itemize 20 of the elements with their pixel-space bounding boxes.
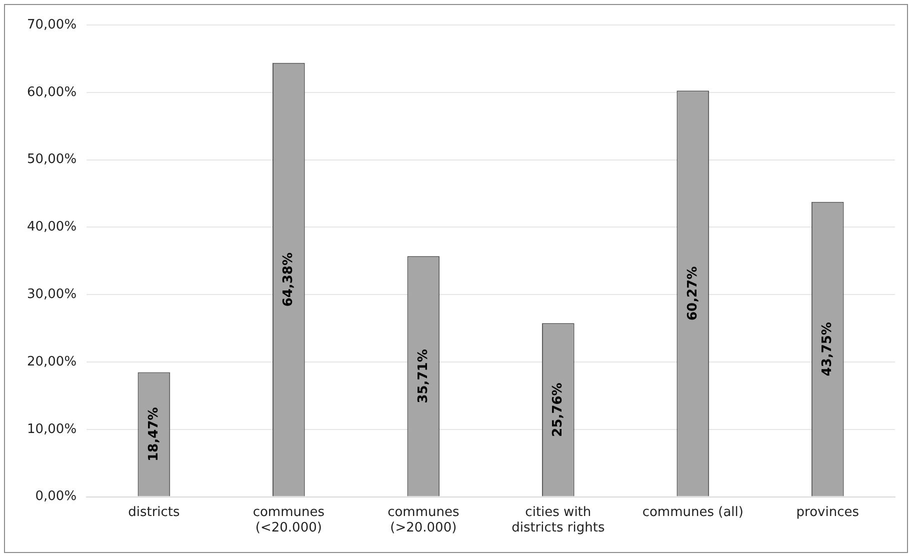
y-tick-label: 40,00% [26,220,77,235]
y-tick-label: 50,00% [26,152,77,168]
x-tick-label: provinces [796,504,860,520]
y-tick-label: 20,00% [26,354,77,370]
data-label: 25,76% [550,382,566,437]
y-tick-label: 30,00% [26,286,77,302]
x-tick-label: communes (>20.000) [388,504,460,536]
y-tick-label: 70,00% [26,17,77,32]
y-tick-label: 60,00% [26,84,77,100]
y-tick-label: 0,00% [35,489,77,504]
data-label: 43,75% [820,322,836,376]
data-label: 60,27% [685,266,700,321]
data-label: 64,38% [281,252,296,307]
x-tick-label: communes (<20.000) [252,504,325,536]
data-label: 35,71% [416,349,431,404]
x-tick-label: districts [128,504,180,520]
y-tick-label: 10,00% [26,422,77,437]
x-tick-label: communes (all) [642,504,744,520]
data-label: 18,47% [146,407,162,462]
x-tick-label: cities with districts rights [512,504,605,536]
